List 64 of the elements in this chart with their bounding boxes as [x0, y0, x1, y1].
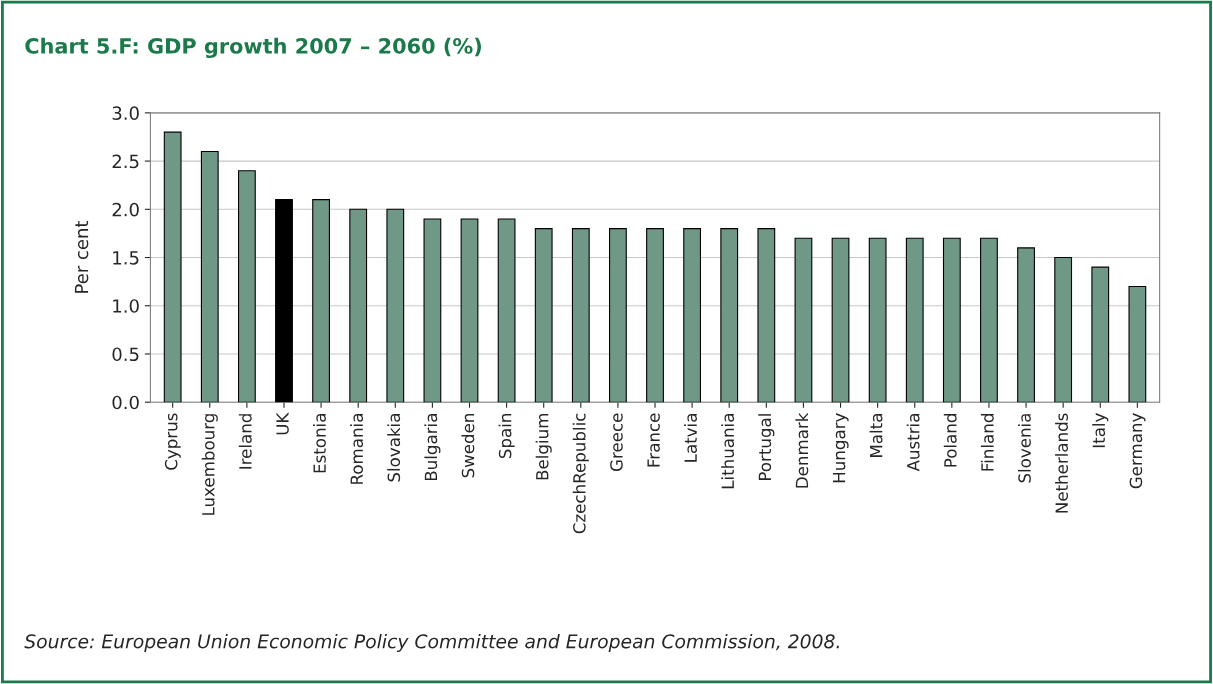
- x-tick-label: Germany: [1129, 413, 1146, 489]
- x-tick-label: UK: [276, 412, 289, 435]
- bar: [980, 237, 998, 403]
- bar: [942, 237, 961, 403]
- bar: [905, 237, 924, 403]
- y-tick-label: 3.0: [112, 106, 139, 120]
- bar: [1091, 266, 1110, 403]
- x-tick-label: Belgium: [535, 414, 552, 480]
- y-tick-label: 1.5: [113, 251, 139, 265]
- x-tick-label: Cyprus: [164, 413, 181, 470]
- x-tick-label: Portugal: [758, 414, 775, 480]
- chart-title: Chart 5.F: GDP growth 2007 – 2060 (%): [25, 37, 481, 59]
- y-tick-label: 0.5: [112, 347, 139, 362]
- bar: [497, 218, 516, 403]
- x-tick-label: Greece: [610, 413, 623, 471]
- bar: [794, 237, 813, 403]
- x-tick-label: Netherlands: [1055, 413, 1068, 513]
- bar: [386, 208, 405, 403]
- bar: [1017, 247, 1035, 403]
- x-tick-label: Finland: [980, 414, 994, 471]
- bar: [275, 199, 293, 403]
- y-tick-label: 2.5: [112, 154, 139, 169]
- y-tick-label: 2.0: [112, 202, 139, 217]
- bar: [237, 170, 256, 403]
- bar: [200, 150, 219, 403]
- bar: [423, 218, 442, 403]
- bar: [831, 237, 850, 403]
- x-tick-label: Slovakia: [387, 414, 401, 482]
- x-tick-label: Denmark: [795, 412, 809, 488]
- y-tick-label: 0.0: [112, 395, 139, 410]
- source-note: Source: European Union Economic Policy Committee and European Commission, 2008.: [24, 633, 839, 653]
- x-tick-label: CzechRepublic: [572, 413, 589, 534]
- bar: [534, 228, 553, 403]
- x-tick-label: Romania: [350, 414, 364, 484]
- x-tick-label: Poland: [943, 414, 957, 467]
- y-axis-title: Per cent: [74, 220, 89, 293]
- x-tick-label: Slovenia: [1017, 414, 1031, 483]
- bar: [609, 228, 627, 403]
- x-tick-label: Estonia: [313, 414, 326, 473]
- x-tick-label: Ireland: [238, 414, 252, 469]
- bar: [460, 218, 479, 403]
- x-tick-label: Italy: [1092, 413, 1109, 448]
- y-tick-label: 1.0: [113, 299, 139, 313]
- bar: [349, 208, 368, 403]
- bar: [1128, 285, 1147, 403]
- x-tick-label: Hungary: [832, 413, 849, 483]
- bar: [868, 237, 887, 403]
- x-tick-label: Luxembourg: [201, 414, 218, 515]
- bar: [1054, 256, 1073, 403]
- bar: [757, 228, 776, 403]
- bar: [312, 199, 330, 403]
- x-tick-label: Sweden: [461, 414, 475, 478]
- x-tick-label: Malta: [869, 414, 883, 457]
- x-tick-label: Lithuania: [721, 414, 735, 489]
- bar: [571, 228, 590, 403]
- x-tick-label: Bulgaria: [424, 414, 441, 481]
- x-tick-label: Latvia: [684, 414, 697, 462]
- bar: [163, 131, 182, 403]
- x-tick-label: Austria: [906, 414, 920, 472]
- x-tick-label: Spain: [498, 414, 515, 459]
- x-tick-label: France: [647, 413, 660, 467]
- bar: [646, 228, 664, 403]
- bar: [683, 228, 702, 403]
- bar: [720, 228, 739, 403]
